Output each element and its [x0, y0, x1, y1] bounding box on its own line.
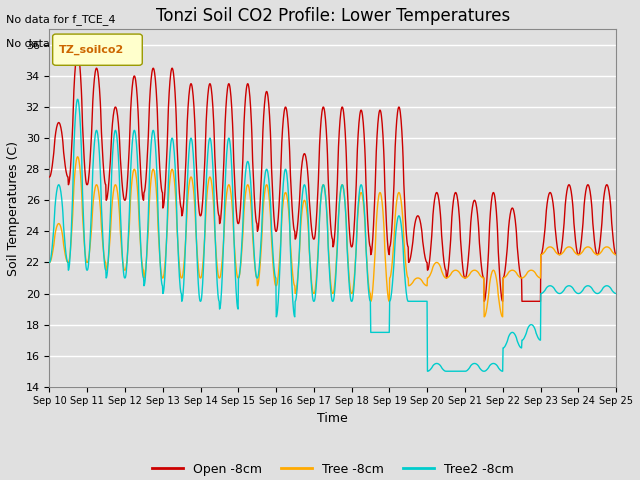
Text: TZ_soilco2: TZ_soilco2: [59, 45, 124, 55]
Legend: Open -8cm, Tree -8cm, Tree2 -8cm: Open -8cm, Tree -8cm, Tree2 -8cm: [147, 457, 518, 480]
Text: No data for f_TCE_4: No data for f_TCE_4: [6, 14, 116, 25]
Y-axis label: Soil Temperatures (C): Soil Temperatures (C): [7, 141, 20, 276]
Text: No data for f_TCW_4: No data for f_TCW_4: [6, 38, 120, 49]
X-axis label: Time: Time: [317, 412, 348, 425]
Title: Tonzi Soil CO2 Profile: Lower Temperatures: Tonzi Soil CO2 Profile: Lower Temperatur…: [156, 7, 510, 25]
